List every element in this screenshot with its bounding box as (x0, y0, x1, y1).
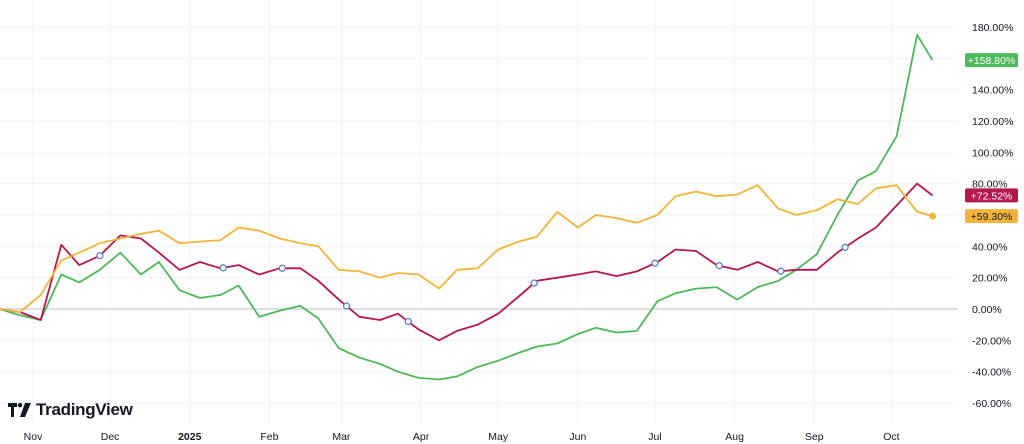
svg-text:+72.52%: +72.52% (971, 190, 1013, 202)
event-marker[interactable] (777, 267, 785, 275)
svg-text:+158.80%: +158.80% (968, 55, 1016, 67)
last-value-labels: +59.30% +72.52% +158.80% (965, 53, 1018, 224)
event-marker[interactable] (278, 264, 286, 272)
event-marker[interactable] (219, 264, 227, 272)
x-tick-label: Nov (24, 431, 43, 443)
series-line[interactable] (0, 33, 934, 381)
logo-text: TradingView (36, 400, 133, 419)
event-marker[interactable] (342, 302, 351, 310)
last-value-badge: +59.30% (965, 209, 1018, 224)
y-tick-label: -20.00% (972, 335, 1011, 347)
x-tick-label: Feb (260, 431, 278, 443)
y-tick-label: 20.00% (972, 273, 1008, 285)
svg-text:+59.30%: +59.30% (971, 211, 1013, 223)
time-axis[interactable]: Nov Dec 2025 Feb Mar Apr May Jun Jul Aug Sep Oct (24, 431, 900, 443)
y-tick-label: 80.00% (972, 179, 1008, 191)
x-tick-label: Dec (101, 431, 120, 443)
event-marker[interactable] (530, 279, 538, 287)
event-marker[interactable] (651, 259, 659, 267)
last-point-dot (929, 212, 936, 220)
y-tick-label: 100.00% (972, 147, 1013, 159)
y-tick-label: 140.00% (972, 85, 1013, 97)
x-tick-label: 2025 (178, 431, 202, 443)
x-tick-label: Jul (648, 431, 661, 443)
y-tick-label: 120.00% (972, 116, 1013, 128)
event-marker[interactable] (841, 243, 849, 251)
x-tick-label: Jun (569, 431, 586, 443)
event-markers (96, 243, 849, 326)
event-marker[interactable] (96, 252, 104, 260)
grid (0, 0, 958, 424)
series-line[interactable] (0, 184, 933, 314)
price-axis[interactable]: -60.00% -40.00% -20.00% 0.00% 20.00% 40.00% 80… (972, 22, 1013, 410)
y-tick-label: 180.00% (972, 22, 1013, 34)
x-tick-label: Sep (805, 431, 824, 443)
y-tick-label: 40.00% (972, 241, 1008, 253)
tradingview-logo-icon (8, 403, 31, 417)
series-line[interactable] (0, 182, 934, 342)
x-tick-label: Aug (725, 431, 744, 443)
y-tick-label: -40.00% (972, 367, 1011, 379)
y-tick-label: -60.00% (972, 398, 1011, 410)
tradingview-logo[interactable]: TradingView (8, 400, 133, 420)
y-tick-label: 0.00% (972, 304, 1002, 316)
last-value-badge: +72.52% (965, 188, 1018, 203)
event-marker[interactable] (404, 317, 412, 326)
x-tick-label: Oct (883, 431, 899, 443)
x-tick-label: Apr (413, 431, 430, 443)
x-tick-label: May (488, 431, 509, 443)
last-value-badge: +158.80% (965, 53, 1018, 68)
event-marker[interactable] (715, 262, 723, 270)
series-lines (0, 33, 936, 381)
x-tick-label: Mar (332, 431, 351, 443)
